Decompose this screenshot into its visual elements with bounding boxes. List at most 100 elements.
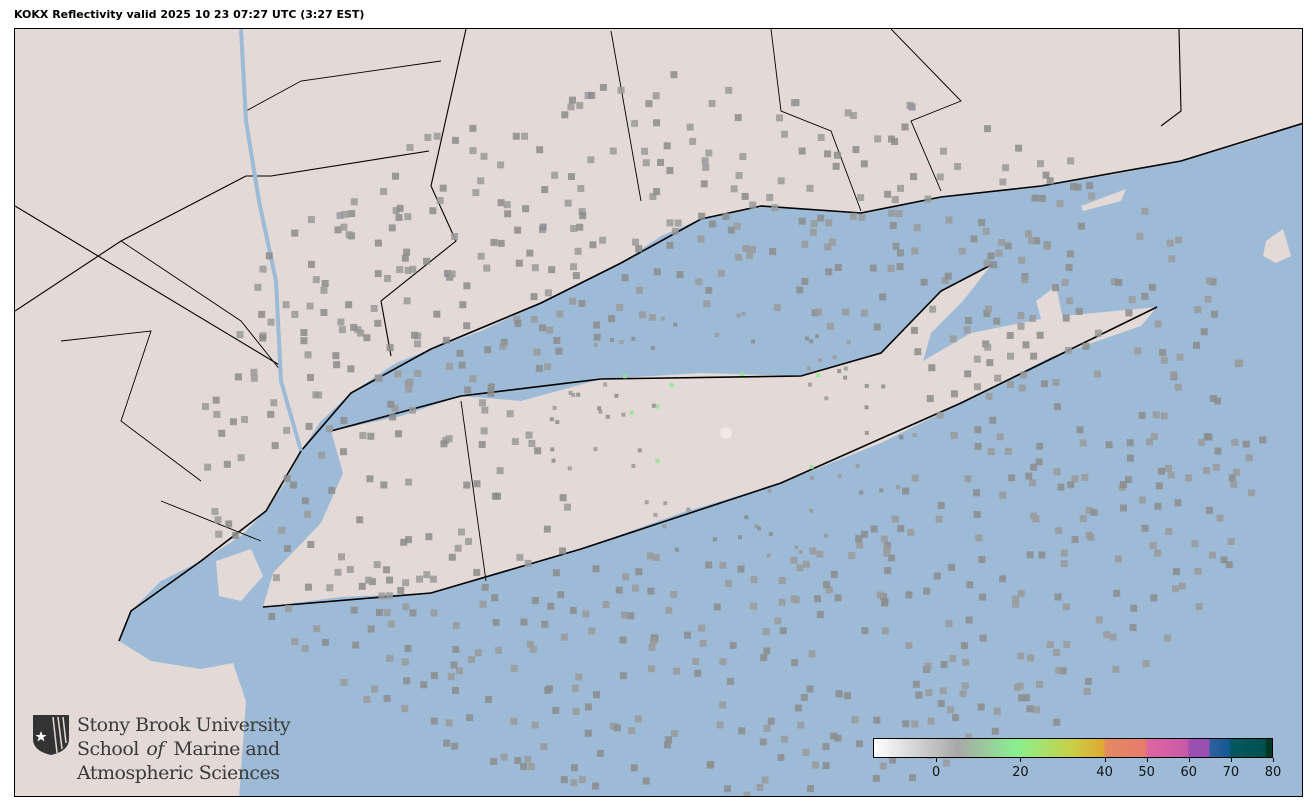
radar-echo <box>665 606 673 614</box>
radar-map[interactable]: Stony Brook University School of Marine … <box>14 28 1303 797</box>
radar-echo <box>1012 595 1020 603</box>
radar-echo <box>578 776 586 784</box>
radar-echo <box>999 491 1007 499</box>
radar-echo <box>816 373 821 378</box>
radar-echo <box>632 238 640 246</box>
radar-echo <box>1125 476 1133 484</box>
radar-echo <box>596 749 604 757</box>
radar-echo <box>653 188 661 196</box>
radar-echo <box>549 417 554 422</box>
radar-echo <box>578 299 586 307</box>
radar-echo <box>906 101 914 109</box>
radar-echo <box>911 247 919 255</box>
colorbar-tick-mark <box>1189 758 1190 762</box>
radar-echo <box>1109 633 1117 641</box>
radar-echo <box>830 570 838 578</box>
radar-echo <box>769 248 777 256</box>
radar-echo <box>1079 515 1087 523</box>
sbu-logo: Stony Brook University School of Marine … <box>31 713 291 785</box>
radar-echo <box>628 727 636 735</box>
radar-echo <box>232 531 240 539</box>
radar-echo <box>340 223 348 231</box>
radar-echo <box>665 736 673 744</box>
radar-echo <box>592 565 600 573</box>
radar-echo <box>1053 468 1061 476</box>
radar-echo <box>1082 342 1090 350</box>
radar-echo <box>790 556 798 564</box>
radar-echo <box>1075 307 1083 315</box>
radar-echo <box>631 464 636 469</box>
radar-echo <box>576 223 584 231</box>
radar-echo <box>1002 164 1010 172</box>
radar-echo <box>929 305 937 313</box>
radar-echo <box>307 216 315 224</box>
radar-echo <box>905 642 913 650</box>
radar-echo <box>927 717 935 725</box>
radar-echo <box>497 239 505 247</box>
radar-echo <box>809 465 814 470</box>
radar-echo <box>1149 542 1157 550</box>
radar-echo <box>1062 603 1070 611</box>
radar-echo <box>670 590 678 598</box>
radar-echo <box>392 172 400 180</box>
radar-echo <box>1016 682 1024 690</box>
radar-echo <box>883 545 891 553</box>
radar-echo <box>1165 527 1173 535</box>
radar-echo <box>469 375 477 383</box>
radar-echo <box>575 673 583 681</box>
radar-echo <box>383 609 391 617</box>
radar-echo <box>966 581 974 589</box>
radar-echo <box>674 219 682 227</box>
radar-echo <box>304 351 312 359</box>
radar-echo <box>588 627 596 635</box>
radar-echo <box>588 91 596 99</box>
radar-echo <box>1166 239 1174 247</box>
radar-echo <box>645 100 653 108</box>
radar-echo <box>950 431 958 439</box>
radar-echo <box>809 547 817 555</box>
radar-echo <box>1030 463 1038 471</box>
radar-echo <box>860 530 868 538</box>
radar-echo <box>443 739 451 747</box>
radar-echo <box>430 609 438 617</box>
radar-echo <box>452 686 460 694</box>
radar-echo <box>801 240 809 248</box>
radar-echo <box>897 525 905 533</box>
radar-echo <box>1220 556 1228 564</box>
radar-echo <box>409 265 417 273</box>
radar-echo <box>870 525 878 533</box>
radar-echo <box>729 641 737 649</box>
colorbar-tick-label: 80 <box>1264 765 1282 780</box>
radar-echo <box>454 544 462 552</box>
radar-echo <box>738 535 743 540</box>
radar-echo <box>211 507 219 515</box>
radar-echo <box>1038 194 1046 202</box>
radar-echo <box>1230 481 1238 489</box>
radar-echo <box>1053 718 1061 726</box>
radar-echo <box>928 364 936 372</box>
radar-echo <box>456 349 464 357</box>
radar-echo <box>290 481 298 489</box>
radar-echo <box>535 364 543 372</box>
radar-echo <box>842 308 850 316</box>
radar-echo <box>212 396 220 404</box>
radar-echo <box>530 293 538 301</box>
radar-echoes <box>201 71 1267 796</box>
radar-echo <box>1088 192 1096 200</box>
radar-echo <box>551 458 556 463</box>
radar-echo <box>1052 284 1060 292</box>
radar-echo <box>1209 395 1217 403</box>
radar-echo <box>749 201 757 209</box>
radar-echo <box>1164 464 1172 472</box>
radar-echo <box>843 375 848 380</box>
logo-line-2-of: of <box>146 738 164 760</box>
radar-echo <box>1178 582 1186 590</box>
radar-echo <box>1203 467 1211 475</box>
radar-echo <box>630 764 638 772</box>
radar-echo <box>1033 706 1041 714</box>
radar-echo <box>487 389 495 397</box>
radar-echo <box>725 86 733 94</box>
radar-echo <box>469 147 477 155</box>
radar-echo <box>892 242 900 250</box>
radar-echo <box>497 161 505 169</box>
